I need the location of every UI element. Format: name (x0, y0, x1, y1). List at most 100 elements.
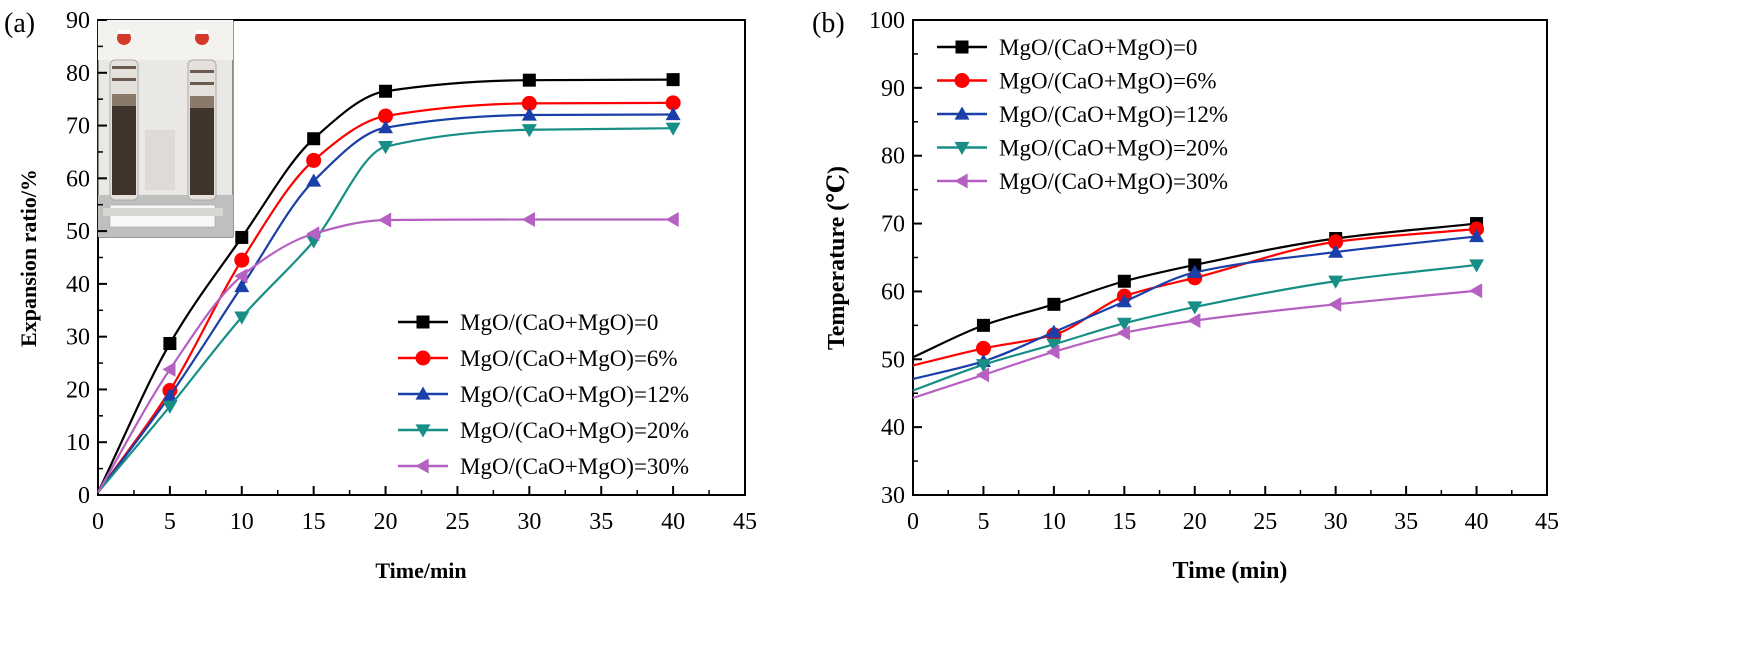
y-tick-label-a: 60 (66, 166, 90, 192)
panel-label-a: (a) (4, 8, 35, 39)
legend-label-b-0: MgO/(CaO+MgO)=0 (999, 35, 1197, 60)
axis-ticks-a: 0 5 10 15 20 25 30 35 40 45 0 10 20 30 40 50 60 70 80 90 (66, 8, 757, 535)
legend-marker-a-3 (415, 424, 431, 438)
data-point-b-4 (1328, 296, 1342, 312)
data-point-b-2 (1046, 324, 1062, 338)
data-point-a-3 (162, 400, 178, 414)
series-b-4 (912, 283, 1483, 400)
panel-b: (b) 0 5 10 15 20 25 30 35 40 4530405060708090100 … (812, 8, 1559, 584)
x-tick-label-b: 15 (1112, 509, 1136, 535)
data-point-b-2 (1116, 294, 1132, 308)
legend-marker-b-3 (954, 141, 970, 155)
series-group-a (97, 73, 681, 494)
legend-item-a-0: MgO/(CaO+MgO)=0 (398, 310, 658, 335)
legend-marker-a-4 (415, 458, 429, 474)
data-point-b-0 (976, 318, 990, 332)
y-axis-title-a: Expansion ratio/% (16, 169, 41, 347)
y-tick-label-b: 50 (881, 347, 905, 373)
legend-marker-b-0 (955, 40, 969, 54)
data-point-b-3 (1116, 317, 1132, 331)
legend-item-a-3: MgO/(CaO+MgO)=20% (398, 418, 689, 443)
legend-marker-a-0 (416, 315, 430, 329)
legend-item-b-3: MgO/(CaO+MgO)=20% (937, 136, 1228, 161)
data-point-b-2 (1187, 264, 1203, 279)
data-point-a-3 (521, 124, 537, 138)
data-point-b-3 (1187, 301, 1203, 315)
legend-item-b-0: MgO/(CaO+MgO)=0 (937, 35, 1197, 60)
y-tick-label-b: 60 (881, 279, 905, 305)
data-point-a-1 (378, 108, 394, 124)
x-tick-label-a: 0 (92, 509, 104, 535)
data-point-b-4 (1469, 283, 1483, 299)
y-tick-label-b: 80 (881, 144, 905, 170)
x-tick-label-a: 10 (230, 509, 254, 535)
data-point-b-1 (1328, 234, 1344, 250)
x-tick-label-b: 30 (1324, 509, 1348, 535)
y-tick-label-a: 30 (66, 325, 90, 351)
x-tick-label-a: 30 (517, 509, 541, 535)
data-point-a-0 (307, 132, 321, 146)
data-point-a-3 (665, 122, 681, 136)
legend-item-a-4: MgO/(CaO+MgO)=30% (398, 454, 689, 479)
series-a-2 (97, 106, 681, 494)
y-tick-label-a: 70 (66, 114, 90, 140)
x-axis-title-a: Time/min (375, 558, 466, 583)
legend-marker-b-1 (954, 73, 970, 88)
data-point-b-2 (1469, 228, 1485, 243)
y-tick-label-b: 40 (881, 415, 905, 441)
series-a-0 (97, 73, 680, 493)
data-point-a-3 (378, 141, 394, 155)
x-tick-label-a: 25 (445, 509, 469, 535)
legend-marker-a-2 (415, 386, 431, 400)
data-point-a-2 (665, 106, 681, 121)
legend-label-a-1: MgO/(CaO+MgO)=6% (460, 346, 678, 371)
data-point-b-4 (975, 367, 990, 383)
data-point-b-3 (975, 359, 991, 373)
series-b-0 (912, 217, 1484, 359)
data-point-a-4 (306, 226, 320, 242)
x-tick-label-b: 25 (1253, 509, 1277, 535)
y-tick-label-b: 70 (881, 212, 905, 238)
legend-marker-b-4 (954, 173, 968, 189)
y-tick-label-b: 90 (881, 76, 905, 102)
data-point-a-0 (522, 73, 536, 87)
data-point-a-0 (379, 84, 393, 98)
legend-label-a-3: MgO/(CaO+MgO)=20% (460, 418, 689, 443)
series-line-b-0 (912, 222, 1477, 359)
y-tick-label-a: 90 (66, 8, 90, 34)
data-point-a-1 (665, 95, 681, 111)
data-point-b-1 (975, 340, 991, 356)
series-a-4 (97, 212, 679, 493)
series-line-b-1 (912, 227, 1477, 367)
x-tick-label-a: 40 (661, 509, 685, 535)
panel-label-b: (b) (812, 8, 845, 39)
x-axis-title-b: Time (min) (1173, 558, 1288, 584)
data-point-b-0 (1117, 274, 1131, 288)
legend-item-a-1: MgO/(CaO+MgO)=6% (398, 346, 678, 371)
data-point-a-2 (162, 388, 178, 402)
y-tick-label-a: 50 (66, 219, 90, 245)
x-tick-label-a: 45 (733, 509, 757, 535)
inset-photo (97, 19, 234, 238)
legend-label-a-4: MgO/(CaO+MgO)=30% (460, 454, 689, 479)
x-tick-label-b: 0 (907, 509, 919, 535)
data-point-b-0 (1047, 297, 1061, 311)
legend-marker-a-1 (415, 350, 431, 366)
legend-item-b-4: MgO/(CaO+MgO)=30% (937, 169, 1228, 194)
series-b-3 (912, 259, 1485, 392)
legend-item-a-2: MgO/(CaO+MgO)=12% (398, 382, 689, 407)
data-point-a-0 (163, 337, 177, 351)
x-tick-label-b: 20 (1183, 509, 1207, 535)
data-point-a-3 (234, 311, 250, 325)
series-a-3 (97, 122, 681, 494)
data-point-b-4 (1116, 325, 1130, 341)
data-point-b-3 (1469, 259, 1485, 273)
legend-label-b-4: MgO/(CaO+MgO)=30% (999, 169, 1228, 194)
legend-item-b-1: MgO/(CaO+MgO)=6% (937, 69, 1217, 94)
y-tick-label-b: 30 (881, 483, 905, 509)
data-point-a-0 (666, 73, 680, 87)
y-tick-label-a: 10 (66, 430, 90, 456)
data-point-b-3 (1328, 275, 1344, 289)
